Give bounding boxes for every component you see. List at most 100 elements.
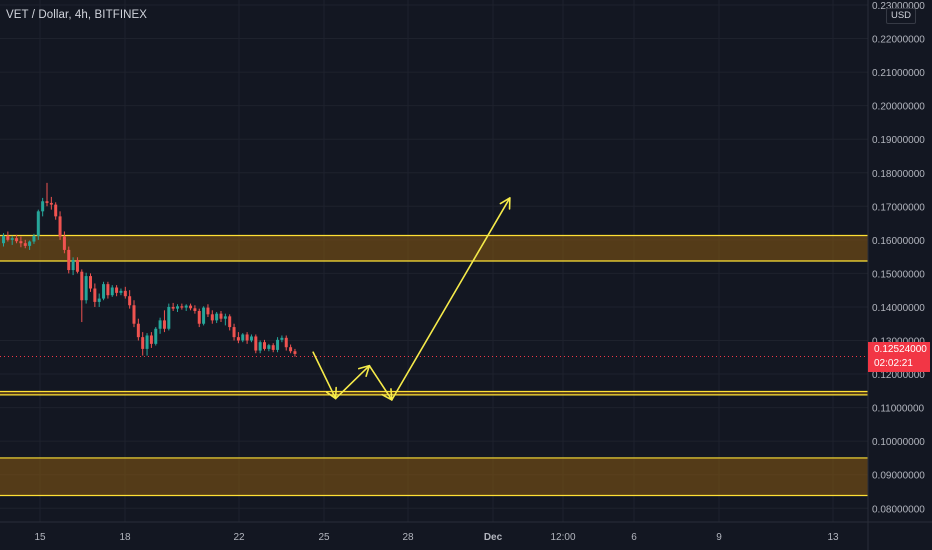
candle-down[interactable]	[115, 285, 119, 297]
candle-down[interactable]	[136, 318, 140, 341]
candle-down[interactable]	[206, 304, 210, 318]
candle-down[interactable]	[93, 283, 97, 307]
candle-up[interactable]	[97, 293, 101, 307]
candle-down[interactable]	[293, 348, 297, 357]
candle-up[interactable]	[223, 313, 227, 326]
currency-label[interactable]: USD	[886, 8, 916, 24]
candle-down[interactable]	[219, 310, 223, 323]
candle-down[interactable]	[128, 290, 132, 309]
candle-body	[62, 236, 66, 250]
candle-body	[123, 290, 127, 297]
arrow-shaft	[391, 197, 511, 401]
candle-down[interactable]	[6, 231, 10, 242]
candle-down[interactable]	[197, 308, 201, 328]
candle-up[interactable]	[145, 333, 149, 356]
candle-down[interactable]	[15, 234, 19, 244]
candle-down[interactable]	[67, 246, 71, 274]
candle-body	[106, 284, 110, 296]
candle-up[interactable]	[84, 272, 88, 304]
candle-up[interactable]	[158, 317, 162, 334]
candle-up[interactable]	[110, 285, 114, 297]
candle-up[interactable]	[276, 337, 280, 353]
candle-up[interactable]	[36, 209, 40, 240]
x-tick-label: 13	[827, 532, 839, 543]
candle-up[interactable]	[32, 233, 36, 244]
candle-down[interactable]	[49, 196, 53, 210]
candle-down[interactable]	[141, 332, 145, 356]
candle-down[interactable]	[132, 300, 136, 328]
candle-down[interactable]	[289, 344, 293, 354]
candle-body	[202, 307, 206, 324]
candle-up[interactable]	[267, 343, 271, 352]
candle-down[interactable]	[171, 302, 175, 311]
candle-down[interactable]	[232, 323, 236, 341]
candle-body	[71, 259, 75, 271]
candle-body	[2, 235, 5, 244]
candle-up[interactable]	[119, 288, 123, 296]
support-resistance-zones[interactable]	[0, 234, 868, 497]
candle-down[interactable]	[62, 231, 66, 254]
x-tick-label: Dec	[484, 532, 503, 543]
chart-title: VET / Dollar, 4h, BITFINEX	[6, 9, 148, 21]
candle-down[interactable]	[149, 332, 153, 348]
candle-body	[41, 201, 45, 212]
candle-down[interactable]	[236, 332, 240, 344]
candle-up[interactable]	[167, 303, 171, 331]
candle-down[interactable]	[54, 202, 58, 220]
candle-up[interactable]	[102, 281, 106, 301]
candle-up[interactable]	[2, 233, 5, 247]
candle-down[interactable]	[123, 286, 127, 299]
y-tick-label: 0.12000000	[872, 370, 925, 381]
y-tick-label: 0.18000000	[872, 169, 925, 180]
y-tick-label: 0.09000000	[872, 471, 925, 482]
candle-down[interactable]	[254, 334, 258, 354]
candle-down[interactable]	[263, 339, 266, 351]
candle-body	[67, 249, 71, 271]
arrow-head	[499, 197, 511, 210]
candle-up[interactable]	[184, 304, 188, 311]
candle-down[interactable]	[19, 236, 23, 248]
candle-up[interactable]	[258, 340, 262, 354]
bar-countdown: 02:02:21	[874, 358, 913, 369]
candle-down[interactable]	[162, 310, 166, 333]
candle-down[interactable]	[23, 239, 27, 249]
last-price-tag: 0.12524000 02:02:21	[868, 342, 930, 372]
projection-arrows[interactable]	[312, 197, 511, 401]
candle-down[interactable]	[80, 269, 84, 323]
candle-down[interactable]	[271, 343, 275, 353]
candle-up[interactable]	[71, 257, 75, 276]
candle-down[interactable]	[89, 273, 92, 292]
candle-up[interactable]	[154, 327, 158, 346]
candle-down[interactable]	[193, 305, 197, 314]
candle-up[interactable]	[28, 240, 32, 250]
candle-down[interactable]	[228, 314, 232, 331]
candle-down[interactable]	[45, 182, 49, 207]
candle-down[interactable]	[75, 257, 79, 274]
candle-up[interactable]	[176, 304, 179, 312]
candle-down[interactable]	[106, 281, 110, 299]
candle-up[interactable]	[280, 335, 284, 343]
candle-down[interactable]	[284, 335, 288, 351]
candles[interactable]	[2, 182, 297, 357]
candle-body	[93, 288, 97, 302]
candle-body	[158, 320, 162, 329]
projection-arrow[interactable]	[391, 197, 511, 401]
candle-up[interactable]	[241, 333, 245, 343]
candle-down[interactable]	[180, 303, 184, 310]
candle-up[interactable]	[215, 311, 219, 324]
candle-down[interactable]	[245, 332, 249, 344]
candle-down[interactable]	[210, 310, 214, 324]
candle-down[interactable]	[58, 211, 62, 240]
candle-up[interactable]	[41, 197, 45, 217]
candle-up[interactable]	[202, 306, 206, 326]
candle-body	[110, 287, 114, 296]
arrow-shaft	[312, 351, 337, 400]
candle-body	[80, 271, 84, 301]
candle-up[interactable]	[249, 334, 253, 343]
candle-up[interactable]	[10, 235, 14, 245]
candle-down[interactable]	[189, 303, 193, 311]
candle-body	[267, 345, 271, 349]
candle-body	[132, 305, 136, 324]
